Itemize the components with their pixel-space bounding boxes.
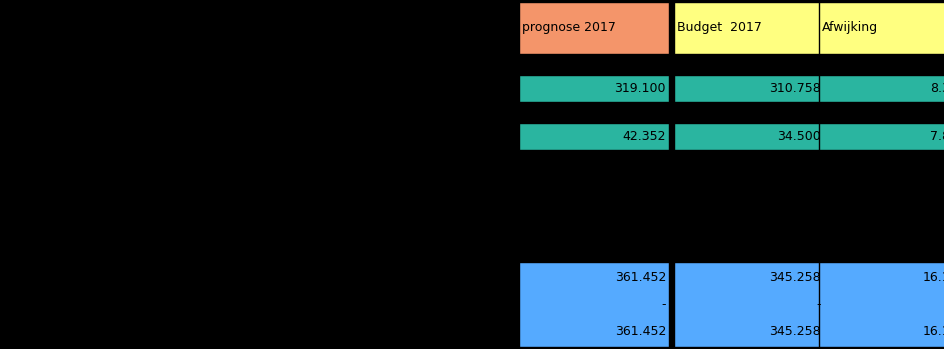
FancyBboxPatch shape [818, 75, 944, 102]
FancyBboxPatch shape [518, 123, 668, 150]
Text: -: - [816, 298, 820, 311]
FancyBboxPatch shape [673, 262, 823, 347]
Text: 361.452: 361.452 [614, 325, 666, 338]
FancyBboxPatch shape [518, 2, 668, 54]
Text: 361.452: 361.452 [614, 271, 666, 284]
Text: 34.500: 34.500 [776, 130, 820, 143]
FancyBboxPatch shape [818, 2, 944, 54]
FancyBboxPatch shape [673, 2, 823, 54]
Text: 16.194: 16.194 [921, 325, 944, 338]
Text: 7.852: 7.852 [929, 130, 944, 143]
Text: 319.100: 319.100 [614, 82, 666, 95]
Text: Budget  2017: Budget 2017 [676, 22, 761, 35]
Text: 42.352: 42.352 [622, 130, 666, 143]
FancyBboxPatch shape [673, 75, 823, 102]
Text: 8.342: 8.342 [930, 82, 944, 95]
Text: 16.194: 16.194 [921, 271, 944, 284]
FancyBboxPatch shape [818, 123, 944, 150]
FancyBboxPatch shape [818, 262, 944, 347]
Text: 310.758: 310.758 [768, 82, 820, 95]
FancyBboxPatch shape [518, 75, 668, 102]
FancyBboxPatch shape [518, 262, 668, 347]
FancyBboxPatch shape [673, 123, 823, 150]
Text: Afwijking: Afwijking [821, 22, 877, 35]
Text: prognose 2017: prognose 2017 [521, 22, 615, 35]
Text: 345.258: 345.258 [768, 271, 820, 284]
Text: -: - [661, 298, 666, 311]
Text: 345.258: 345.258 [768, 325, 820, 338]
